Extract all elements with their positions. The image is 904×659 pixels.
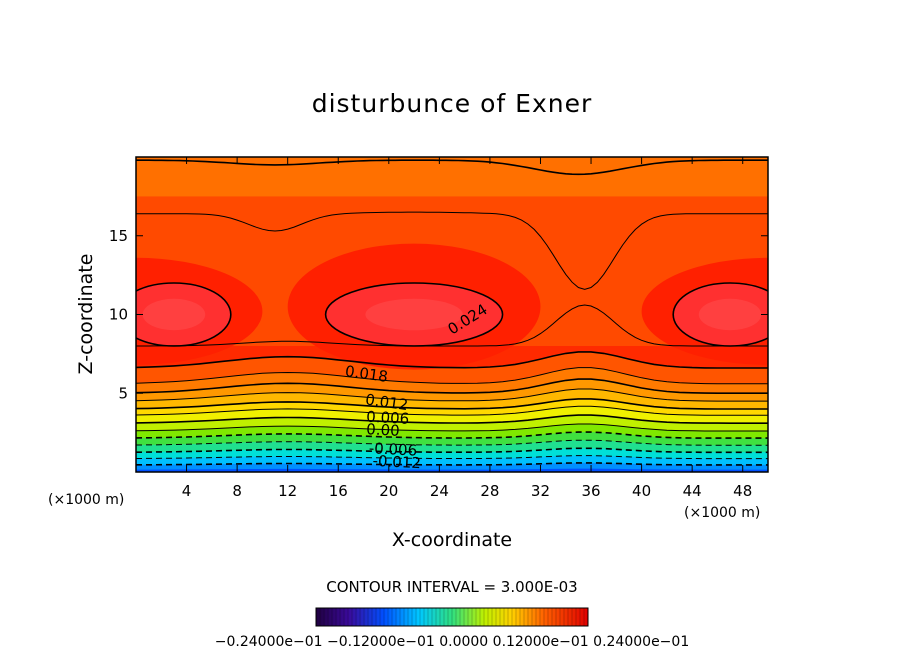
x-tick-label-3: 16 bbox=[329, 482, 348, 500]
contour-line-upper bbox=[136, 211, 768, 290]
y-tick-label-2: 15 bbox=[109, 227, 128, 245]
field-max-cores bbox=[136, 243, 768, 370]
x-tick-label-5: 24 bbox=[430, 482, 449, 500]
colorbar-frame bbox=[315, 607, 589, 627]
y-axis-ticks: 5 10 15 bbox=[109, 227, 768, 402]
x-tick-label-2: 12 bbox=[278, 482, 297, 500]
x-tick-label-10: 44 bbox=[683, 482, 702, 500]
colorbar-tick-labels: −0.24000e−01 −0.12000e−01 0.0000 0.12000… bbox=[215, 634, 689, 650]
contour-interval-label: CONTOUR INTERVAL = 3.000E-03 bbox=[326, 578, 577, 596]
contour-label-4: 0.00 bbox=[366, 420, 400, 440]
contour-line-10 bbox=[136, 447, 768, 454]
y-unit-label: (×1000 m) bbox=[48, 492, 124, 508]
x-axis-ticks: 4 8 12 16 20 24 28 32 36 40 44 48 bbox=[182, 157, 752, 500]
field-color-bands bbox=[136, 157, 768, 472]
contour-line-12 bbox=[136, 462, 768, 466]
x-axis-title: X-coordinate bbox=[392, 529, 512, 551]
contour-0024-0 bbox=[136, 282, 232, 347]
contour-lines bbox=[136, 159, 768, 466]
contour-line-8 bbox=[136, 431, 768, 439]
core-inner-1 bbox=[365, 298, 463, 331]
contour-line-4 bbox=[136, 398, 768, 410]
x-tick-label-4: 20 bbox=[379, 482, 398, 500]
contour-line-9 bbox=[136, 439, 768, 446]
plot-area bbox=[136, 157, 768, 472]
y-axis-title: Z-coordinate bbox=[75, 254, 97, 375]
contour-line-0 bbox=[136, 351, 768, 369]
contour-line-2 bbox=[136, 378, 768, 394]
contour-line-5 bbox=[136, 405, 768, 416]
x-tick-label-0: 4 bbox=[182, 482, 192, 500]
x-tick-label-8: 36 bbox=[581, 482, 600, 500]
x-tick-label-7: 32 bbox=[531, 482, 550, 500]
contour-0024-1 bbox=[324, 282, 504, 347]
contour-line-11 bbox=[136, 455, 768, 460]
x-tick-label-1: 8 bbox=[232, 482, 242, 500]
core-inner-2 bbox=[698, 298, 762, 331]
contour-label-5: -0.006 bbox=[368, 439, 417, 460]
contour-label-3: 0.006 bbox=[366, 408, 410, 428]
chart-title: disturbunce of Exner bbox=[312, 89, 593, 118]
contour-label-6: -0.012 bbox=[372, 452, 421, 473]
contour-line-1 bbox=[136, 367, 768, 385]
x-tick-label-6: 28 bbox=[480, 482, 499, 500]
y-tick-label-1: 10 bbox=[109, 306, 128, 324]
color-band-14 bbox=[136, 468, 768, 472]
contour-line-7 bbox=[136, 423, 768, 432]
colorbar bbox=[316, 608, 588, 626]
contour-label-1: 0.018 bbox=[344, 362, 389, 386]
contour-line-top bbox=[136, 159, 768, 176]
y-tick-label-0: 5 bbox=[118, 384, 128, 402]
contour-line-3 bbox=[136, 388, 768, 402]
contour-label-2: 0.012 bbox=[364, 390, 409, 414]
colorbar-ticks bbox=[315, 608, 589, 626]
contour-line-lower bbox=[136, 304, 768, 347]
x-tick-label-9: 40 bbox=[632, 482, 651, 500]
core-inner-0 bbox=[142, 298, 206, 331]
x-unit-label: (×1000 m) bbox=[684, 505, 760, 521]
contour-0024-2 bbox=[672, 282, 768, 347]
x-tick-label-11: 48 bbox=[733, 482, 752, 500]
contour-line-6 bbox=[136, 414, 768, 424]
